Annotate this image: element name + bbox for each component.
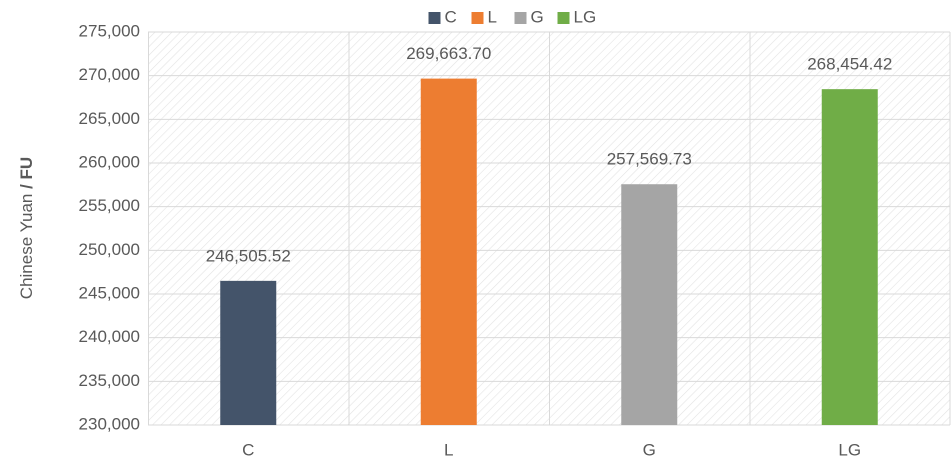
legend-label: G — [531, 7, 544, 26]
legend-swatch — [471, 12, 484, 24]
y-tick-label: 250,000 — [79, 240, 140, 259]
y-tick-label: 270,000 — [79, 65, 140, 84]
data-label: 269,663.70 — [406, 44, 491, 63]
x-tick-label: G — [643, 440, 656, 459]
data-label: 246,505.52 — [206, 246, 291, 265]
x-tick-label: C — [242, 440, 254, 459]
x-tick-label: L — [444, 440, 453, 459]
y-axis-label-unit: / FU — [17, 157, 36, 189]
y-tick-label: 275,000 — [79, 21, 140, 40]
legend-swatch — [428, 12, 441, 24]
y-tick-label: 260,000 — [79, 152, 140, 171]
vertical-grid — [148, 32, 951, 425]
y-tick-label: 255,000 — [79, 196, 140, 215]
data-label: 268,454.42 — [807, 55, 892, 74]
y-tick-label: 230,000 — [79, 414, 140, 433]
y-tick-label: 240,000 — [79, 327, 140, 346]
legend-label: C — [445, 7, 457, 26]
x-tick-label: LG — [838, 440, 861, 459]
legend-label: L — [488, 7, 497, 26]
legend-swatch — [514, 12, 527, 24]
y-tick-label: 235,000 — [79, 371, 140, 390]
bar — [821, 89, 878, 425]
y-tick-label: 245,000 — [79, 283, 140, 302]
legend-swatch — [557, 12, 570, 24]
y-axis-label-text: Chinese Yuan — [17, 194, 36, 300]
bar — [220, 280, 277, 425]
bar — [420, 78, 477, 425]
y-axis-label: Chinese Yuan / FU — [17, 157, 36, 299]
bar — [621, 184, 678, 425]
data-label: 257,569.73 — [607, 150, 692, 169]
y-tick-label: 265,000 — [79, 109, 140, 128]
legend-label: LG — [574, 7, 597, 26]
